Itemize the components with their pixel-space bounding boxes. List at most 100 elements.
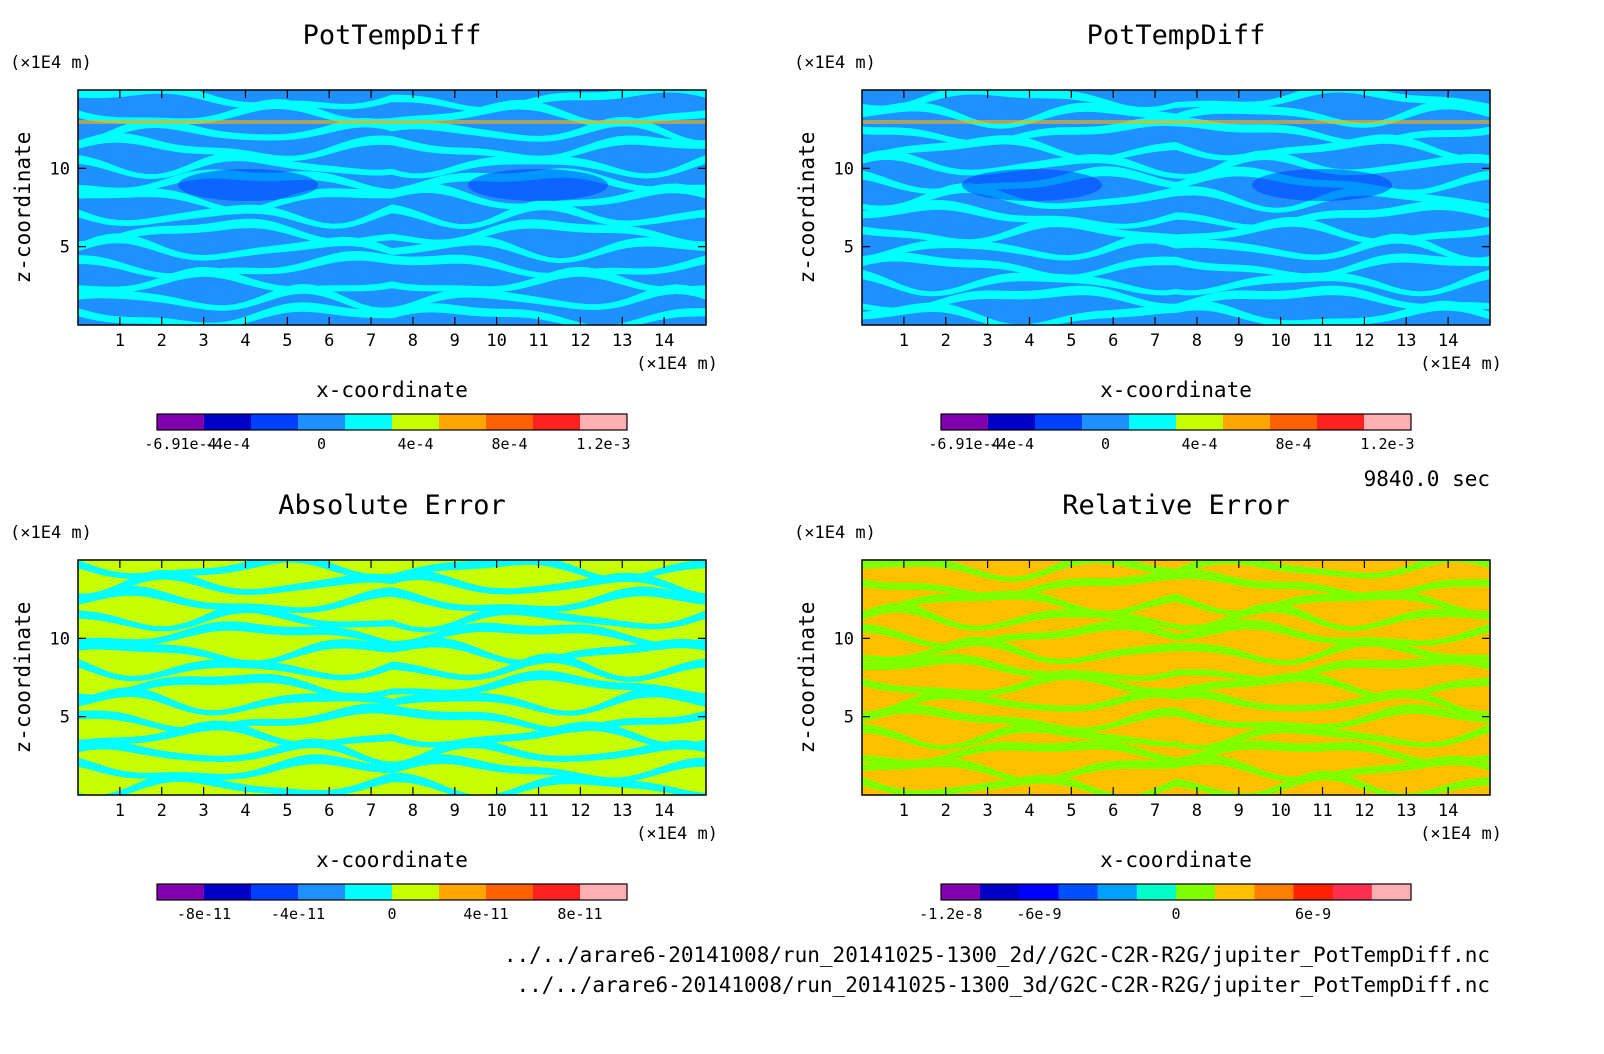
x-tick-label: 14 [654, 331, 674, 351]
field-contour-band [862, 636, 1490, 666]
field-contour-band [78, 754, 706, 783]
field-contour-band [862, 602, 1490, 632]
field-contour-band [862, 90, 1490, 112]
field-contour-band [78, 738, 706, 767]
colorbar-label: 1.2e-3 [1360, 435, 1414, 453]
x-unit-label: (×1E4 m) [636, 824, 718, 844]
x-tick-label: 1 [899, 801, 909, 821]
plot-frame [77, 559, 707, 796]
colorbar-frame [156, 883, 628, 901]
y-unit-label: (×1E4 m) [794, 53, 876, 73]
colorbar-swatch [580, 884, 628, 900]
x-tick-label: 5 [282, 331, 292, 351]
x-tick-label: 4 [240, 331, 250, 351]
y-axis-label: z-coordinate [795, 132, 819, 284]
x-tick-label: 8 [1192, 331, 1202, 351]
x-tick-label: 12 [570, 801, 590, 821]
colorbar-swatch [1129, 414, 1177, 430]
colorbar-frame [156, 413, 628, 431]
x-unit-label: (×1E4 m) [1420, 824, 1502, 844]
colorbar-swatch [580, 414, 628, 430]
field-contour-band [78, 233, 706, 264]
field-contour-band [78, 200, 706, 230]
x-tick-label: 13 [612, 801, 632, 821]
colorbar-label: 0 [387, 905, 396, 923]
colorbar-swatch [941, 884, 981, 900]
x-tick-label: 12 [1354, 801, 1374, 821]
x-tick-label: 14 [1438, 801, 1458, 821]
x-tick-label: 9 [450, 801, 460, 821]
field-contour-band [78, 621, 706, 648]
y-unit-label: (×1E4 m) [794, 523, 876, 543]
file-path-2d: ../../arare6-20141008/run_20141025-1300_… [504, 943, 1490, 967]
x-tick-label: 4 [1024, 331, 1034, 351]
x-tick-label: 5 [1066, 801, 1076, 821]
x-tick-label: 13 [1396, 801, 1416, 821]
field-contour-band [78, 772, 706, 795]
colorbar-swatch [1082, 414, 1130, 430]
chart-title: PotTempDiff [1087, 20, 1266, 51]
field-contour-band [862, 619, 1490, 649]
y-axis-label: z-coordinate [795, 602, 819, 754]
colorbar-label: 1.2e-3 [576, 435, 630, 453]
colorbar-swatch [1035, 414, 1083, 430]
field-contour-band [862, 285, 1490, 313]
field-contour-band [78, 99, 706, 127]
x-tick-label: 10 [1270, 801, 1290, 821]
colorbar-swatch [1317, 414, 1365, 430]
x-axis-label: x-coordinate [316, 378, 468, 402]
chart-panel-0: PotTempDiff(×1E4 m)1 2 3 4 5 6 7 8 9 10 11 12 13 1451… [10, 20, 718, 453]
x-tick-label: 7 [1150, 801, 1160, 821]
time-label: 9840.0 sec [1364, 467, 1490, 491]
field-contours [78, 560, 706, 795]
colorbar-swatch [204, 414, 252, 430]
x-tick-label: 8 [1192, 801, 1202, 821]
y-unit-label: (×1E4 m) [10, 523, 92, 543]
colorbar-label: -4e-11 [271, 905, 325, 923]
field-contour-band [862, 200, 1490, 230]
colorbar-label: 8e-4 [491, 435, 527, 453]
colorbar-label: -1.2e-8 [919, 905, 982, 923]
colorbar-swatch [392, 414, 440, 430]
chart-title: Absolute Error [278, 490, 506, 521]
x-tick-label: 13 [612, 331, 632, 351]
field-contour-band [862, 704, 1490, 733]
colorbar-label: -6e-9 [1016, 905, 1061, 923]
field-layer [862, 120, 1490, 124]
field-contour-band [78, 603, 706, 633]
colorbar-swatch [1332, 884, 1373, 900]
field-contour-band [862, 134, 1490, 162]
x-tick-label: 8 [408, 801, 418, 821]
field-contour-band [78, 218, 706, 247]
field-contour-band [78, 653, 706, 682]
y-tick-label: 5 [844, 708, 854, 728]
colorbar-swatch [941, 414, 989, 430]
x-tick-label: 3 [198, 801, 208, 821]
plot-frame [861, 89, 1491, 326]
x-tick-label: 9 [450, 331, 460, 351]
x-tick-label: 7 [1150, 331, 1160, 351]
colorbar-swatch [1371, 884, 1412, 900]
field-blob [468, 169, 608, 201]
x-tick-label: 11 [528, 331, 548, 351]
colorbar-swatch [157, 414, 205, 430]
x-tick-label: 1 [115, 331, 125, 351]
colorbar-swatch [439, 884, 487, 900]
x-tick-label: 5 [1066, 331, 1076, 351]
x-tick-label: 2 [941, 331, 951, 351]
x-axis-label: x-coordinate [316, 848, 468, 872]
y-tick-label: 5 [60, 238, 70, 258]
plot-frame [77, 89, 707, 326]
chart-panel-1: PotTempDiff(×1E4 m)1 2 3 4 5 6 7 8 9 10 11 12 13 1451… [794, 20, 1502, 453]
y-axis-label: z-coordinate [11, 132, 35, 284]
colorbar-swatch [1270, 414, 1318, 430]
colorbar-swatch [1176, 414, 1224, 430]
colorbar-swatch [1176, 884, 1216, 900]
x-tick-label: 13 [1396, 331, 1416, 351]
plot-frame [861, 559, 1491, 796]
x-tick-label: 2 [941, 801, 951, 821]
colorbar-swatch [1223, 414, 1271, 430]
x-tick-label: 3 [982, 331, 992, 351]
x-tick-label: 6 [324, 801, 334, 821]
